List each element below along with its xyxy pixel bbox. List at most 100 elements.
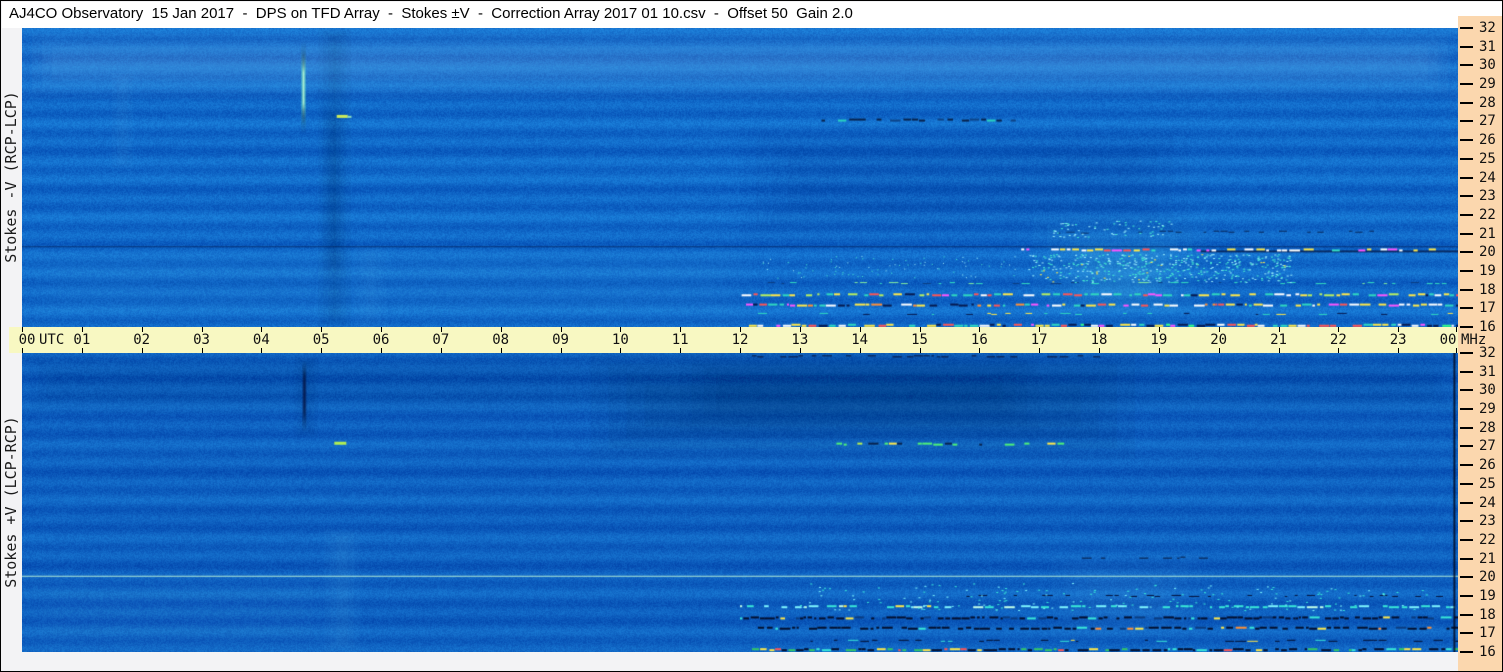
freq-label: 32 [1479, 345, 1496, 361]
hour-tick [620, 327, 622, 332]
freq-label: 22 [1479, 531, 1496, 548]
hour-tick [1456, 348, 1457, 353]
freq-tick [1460, 426, 1473, 429]
hour-tick [1278, 348, 1280, 353]
freq-tick [1460, 269, 1473, 272]
utc-unit-label: UTC [39, 332, 65, 348]
freq-tick [1460, 213, 1473, 216]
spectrogram-stokes-plus-v [22, 353, 1458, 652]
freq-label: 24 [1479, 494, 1496, 511]
hour-tick [1039, 348, 1041, 353]
hour-tick [919, 348, 921, 353]
hour-tick [1218, 348, 1220, 353]
time-axis: UTC 00 01 02 03 04 05 06 07 08 09 10 11 12 13 14 15 16 17… [9, 327, 1458, 353]
hour-tick [141, 348, 143, 353]
freq-label: 17 [1479, 625, 1496, 642]
freq-label: 28 [1479, 419, 1496, 436]
freq-label: 16 [1479, 644, 1496, 660]
hour-label: 12 [731, 332, 749, 348]
hour-tick [799, 327, 801, 332]
freq-tick [1460, 83, 1473, 86]
hour-tick [1099, 327, 1100, 332]
hour-label: 00 [1439, 332, 1457, 348]
freq-label: 21 [1479, 550, 1496, 567]
hour-tick [81, 348, 83, 353]
page-title: AJ4CO Observatory 15 Jan 2017 - DPS on T… [9, 5, 853, 22]
freq-tick [1460, 139, 1473, 142]
hour-label: 02 [133, 332, 151, 348]
hour-tick [620, 348, 622, 353]
freq-tick [1460, 594, 1473, 597]
hour-tick [500, 348, 502, 353]
hour-label: 16 [970, 332, 988, 348]
freq-label: 29 [1479, 76, 1496, 93]
freq-tick [1460, 307, 1473, 310]
freq-label: 31 [1479, 38, 1496, 55]
freq-tick [1460, 195, 1473, 198]
hour-label: 22 [1329, 332, 1347, 348]
freq-tick [1460, 482, 1473, 485]
freq-tick [1460, 101, 1473, 104]
freq-tick [1460, 632, 1473, 635]
freq-tick [1460, 326, 1473, 328]
hour-tick [560, 327, 562, 332]
freq-tick [1460, 45, 1473, 48]
hour-tick [919, 327, 921, 332]
freq-label: 27 [1479, 438, 1496, 455]
hour-tick [979, 327, 981, 332]
freq-label: 19 [1479, 262, 1496, 279]
hour-tick [680, 327, 682, 332]
hour-label: 03 [193, 332, 210, 348]
hour-tick [440, 327, 442, 332]
freq-tick [1460, 157, 1473, 160]
hour-tick [1398, 327, 1400, 332]
hour-label: 06 [372, 332, 390, 348]
freq-label: 23 [1479, 513, 1496, 530]
hour-tick [859, 327, 861, 332]
freq-label: 18 [1479, 281, 1496, 298]
hour-label: 05 [312, 332, 330, 348]
hour-label: 13 [791, 332, 809, 348]
hour-tick [1218, 327, 1220, 332]
hour-label: 18 [1090, 332, 1108, 348]
freq-label: 20 [1479, 569, 1496, 586]
hour-tick [81, 327, 83, 332]
hour-tick [680, 348, 682, 353]
freq-label: 20 [1479, 244, 1496, 261]
hour-label: 17 [1030, 332, 1048, 348]
freq-label: 24 [1479, 169, 1496, 186]
bottom-margin [2, 652, 1458, 671]
freq-tick [1460, 464, 1473, 467]
freq-tick [1460, 445, 1473, 448]
freq-tick [1460, 120, 1473, 123]
hour-label: 09 [552, 332, 569, 348]
hour-label: 08 [492, 332, 510, 348]
frequency-axis: MHz 32 31 30 29 28 27 26 25 24 23 22 21 20 19 18 17 16 32… [1458, 16, 1502, 671]
hour-tick [1099, 348, 1100, 353]
freq-tick [1460, 251, 1473, 254]
freq-label: 22 [1479, 206, 1496, 223]
freq-label: 28 [1479, 94, 1496, 111]
freq-label: 27 [1479, 113, 1496, 130]
freq-tick [1460, 64, 1473, 67]
freq-label: 31 [1479, 363, 1496, 380]
freq-tick [1460, 176, 1473, 179]
freq-label: 25 [1479, 150, 1496, 167]
hour-tick [740, 327, 741, 332]
hour-tick [201, 348, 203, 353]
hour-tick [381, 327, 382, 332]
hour-label: 10 [611, 332, 629, 348]
hour-tick [440, 348, 442, 353]
hour-tick [979, 348, 981, 353]
hour-label: 14 [851, 332, 869, 348]
hour-label: 01 [73, 332, 91, 348]
freq-tick [1460, 27, 1473, 29]
hour-tick [22, 348, 23, 353]
hour-tick [560, 348, 562, 353]
freq-tick [1460, 370, 1473, 373]
freq-label: 30 [1479, 382, 1496, 399]
freq-tick [1460, 576, 1473, 579]
freq-tick [1460, 389, 1473, 392]
hour-tick [1338, 348, 1340, 353]
